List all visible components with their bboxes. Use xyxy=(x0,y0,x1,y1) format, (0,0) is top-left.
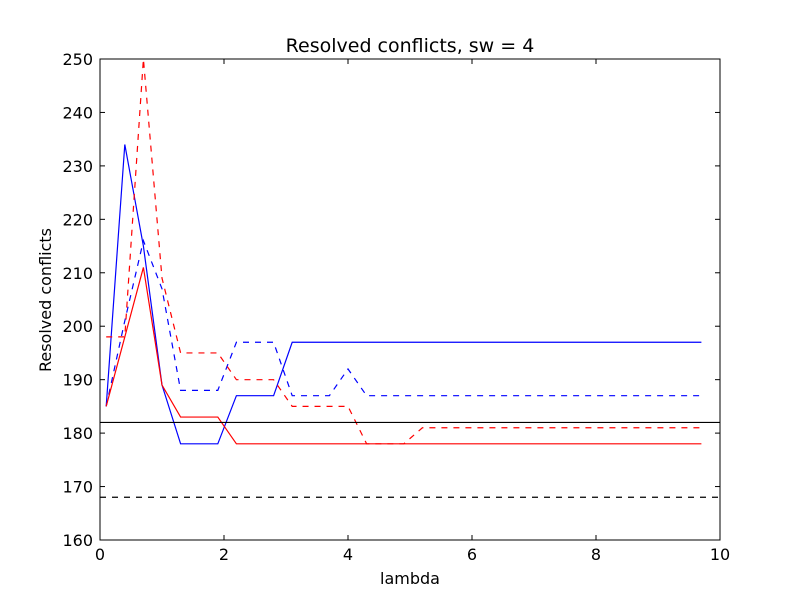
y-tick-label: 210 xyxy=(62,264,93,283)
series-line-2 xyxy=(105,238,702,407)
y-tick-label: 200 xyxy=(62,317,93,336)
y-tick-label: 170 xyxy=(62,478,93,497)
x-tick-label: 10 xyxy=(710,545,730,564)
series-line-4 xyxy=(106,59,702,445)
x-tick-label: 0 xyxy=(95,545,105,564)
y-tick-label: 190 xyxy=(62,371,93,390)
y-tick-label: 160 xyxy=(62,531,93,550)
chart-title: Resolved conflicts, sw = 4 xyxy=(286,35,535,57)
x-tick-label: 8 xyxy=(591,545,601,564)
reference-lines-layer xyxy=(100,421,720,498)
series-layer xyxy=(105,59,702,445)
y-tick-label: 230 xyxy=(62,157,93,176)
y-tick-label: 180 xyxy=(62,424,93,443)
series-line-3 xyxy=(105,267,702,445)
x-tick-label: 6 xyxy=(467,545,477,564)
y-tick-label: 250 xyxy=(62,50,93,69)
x-tick-label: 2 xyxy=(219,545,229,564)
x-axis-label: lambda xyxy=(380,569,440,588)
y-axis-label: Resolved conflicts xyxy=(36,228,55,372)
y-tick-label: 240 xyxy=(62,103,93,122)
series-line-1 xyxy=(105,144,702,445)
y-tick-label: 220 xyxy=(62,210,93,229)
tick-layer: 0 2 4 6 8 10 160 170 180 190 200 210 220 230 240 250 xyxy=(62,50,730,564)
x-tick-label: 4 xyxy=(343,545,353,564)
plot-frame xyxy=(99,58,721,541)
